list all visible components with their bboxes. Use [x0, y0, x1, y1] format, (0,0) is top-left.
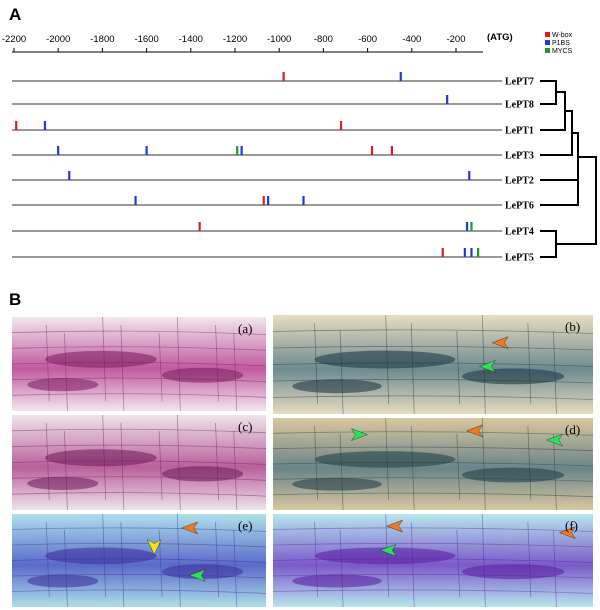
gene-label: LePT4 [505, 227, 534, 238]
axis-tick-label: -1000 [267, 34, 291, 45]
micrograph: (e) [11, 513, 267, 608]
axis-tick-label: -600 [358, 34, 377, 45]
legend-swatch [545, 48, 550, 53]
micrograph-label: (f) [565, 518, 578, 533]
micrograph-label: (b) [565, 319, 580, 334]
micrograph-label: (a) [238, 321, 252, 336]
axis-tick-label: -2000 [46, 34, 70, 45]
green-arrowhead [546, 433, 564, 447]
green-arrowhead [478, 360, 496, 373]
orange-arrowhead [386, 519, 404, 533]
gene-row: LePT6 [12, 196, 534, 212]
orange-arrowhead [466, 424, 484, 438]
panel-a-label: A [9, 5, 21, 24]
axis-tick-label: -1800 [90, 34, 114, 45]
axis-tick-label: -800 [314, 34, 333, 45]
micrograph: (f) [272, 513, 594, 608]
gene-label: LePT5 [505, 253, 534, 264]
gene-label: LePT3 [505, 151, 534, 162]
axis-tick-label: -400 [402, 34, 421, 45]
green-arrowhead [379, 543, 397, 557]
promoter-axis: -2200 -2000 -1800 -1600 -1400 -1200 -1000 -800 -… [2, 34, 483, 53]
axis-tick-label: -1200 [223, 34, 247, 45]
panel-b-label: B [9, 290, 21, 309]
gene-row: LePT5 [12, 248, 534, 264]
micrograph-label: (c) [238, 419, 252, 434]
micrograph-label: (e) [238, 518, 252, 533]
gene-row: LePT1 [12, 121, 534, 137]
legend-label: MYCS [552, 48, 573, 55]
axis-tick-label: -2200 [2, 34, 26, 45]
gene-row: LePT7 [12, 72, 534, 88]
phylogenetic-tree [540, 80, 597, 258]
axis-tick-label: -1600 [134, 34, 158, 45]
micrograph-grid: (a) (b) (c) (d) (e) (f) [11, 314, 594, 608]
legend-swatch [545, 32, 550, 37]
gene-rows: LePT7 LePT8 LePT1 LePT3 LePT2 LePT6 LePT4 LePT5 [12, 72, 534, 264]
axis-tick-label: -1400 [179, 34, 203, 45]
legend-label: P1BS [552, 40, 570, 47]
yellow-arrowhead [146, 539, 162, 556]
orange-arrowhead [558, 526, 576, 540]
micrograph: (d) [272, 417, 594, 511]
legend-label: W-box [552, 32, 573, 39]
legend-swatch [545, 40, 550, 45]
gene-row: LePT3 [12, 146, 534, 162]
axis-tick-label: -200 [446, 34, 465, 45]
gene-row: LePT4 [12, 222, 534, 238]
gene-label: LePT7 [505, 77, 534, 88]
micrograph: (c) [11, 414, 267, 511]
gene-row: LePT8 [12, 95, 534, 111]
green-arrowhead [188, 568, 206, 582]
micrograph: (a) [11, 316, 267, 412]
orange-arrowhead [181, 521, 199, 535]
gene-row: LePT2 [12, 171, 534, 187]
green-arrowhead [350, 428, 368, 441]
orange-arrowhead [491, 336, 509, 350]
gene-label: LePT1 [505, 126, 534, 137]
gene-label: LePT8 [505, 100, 534, 111]
gene-label: LePT6 [505, 201, 534, 212]
micrograph-label: (d) [565, 422, 580, 437]
atg-label: (ATG) [487, 32, 513, 43]
micrograph: (b) [272, 314, 594, 415]
gene-label: LePT2 [505, 176, 534, 187]
